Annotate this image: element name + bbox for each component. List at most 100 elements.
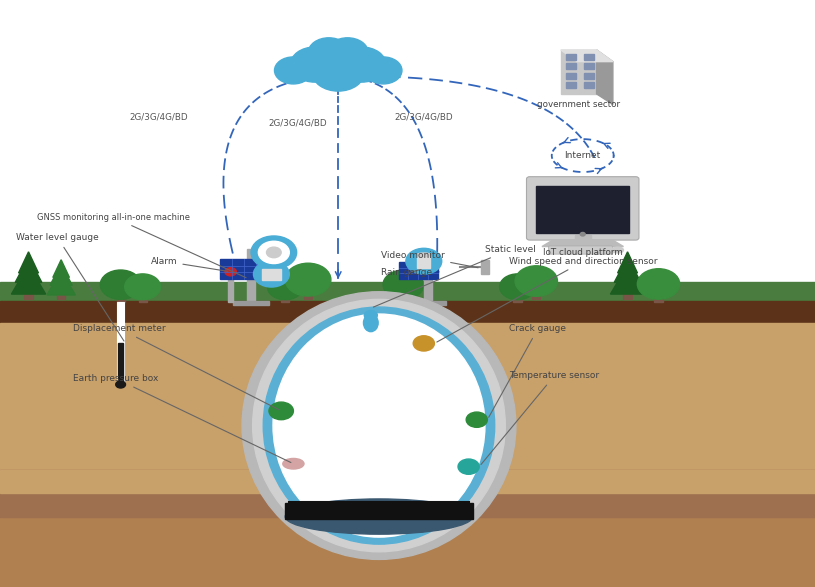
Bar: [654, 295, 663, 302]
Circle shape: [312, 53, 364, 91]
Bar: [584, 82, 594, 88]
Bar: [304, 291, 312, 299]
Bar: [623, 288, 632, 299]
Bar: [566, 73, 576, 79]
Text: Wind speed and direction sensor: Wind speed and direction sensor: [437, 257, 658, 342]
Bar: [285, 503, 473, 519]
Bar: [24, 288, 33, 299]
Bar: [0, 517, 815, 587]
Polygon shape: [19, 252, 38, 273]
Bar: [0, 470, 815, 517]
Text: Rain gauge: Rain gauge: [381, 268, 433, 278]
Text: Temperature sensor: Temperature sensor: [481, 371, 600, 464]
Text: government sector: government sector: [537, 100, 620, 109]
Text: Water level gauge: Water level gauge: [16, 233, 124, 341]
FancyBboxPatch shape: [548, 246, 613, 254]
Circle shape: [515, 266, 557, 296]
Bar: [233, 301, 269, 305]
Text: Displacement meter: Displacement meter: [73, 324, 279, 410]
Text: Earth pressure box: Earth pressure box: [73, 374, 291, 463]
Polygon shape: [15, 257, 42, 282]
Bar: [118, 343, 123, 384]
Circle shape: [500, 274, 535, 300]
Bar: [410, 301, 446, 305]
Text: 2G/3G/4G/BD: 2G/3G/4G/BD: [130, 113, 188, 122]
Circle shape: [125, 274, 161, 300]
Polygon shape: [615, 257, 641, 282]
Circle shape: [308, 38, 350, 68]
Bar: [57, 290, 65, 299]
Bar: [417, 255, 430, 268]
Circle shape: [413, 336, 434, 351]
Circle shape: [337, 47, 386, 82]
Bar: [399, 262, 438, 279]
Circle shape: [637, 269, 680, 299]
Polygon shape: [53, 260, 69, 278]
Bar: [532, 292, 540, 299]
Polygon shape: [610, 265, 645, 294]
Bar: [566, 54, 576, 60]
Circle shape: [116, 381, 126, 388]
Ellipse shape: [283, 458, 304, 469]
Text: Video monitor: Video monitor: [381, 251, 478, 268]
Bar: [584, 63, 594, 69]
Circle shape: [364, 311, 377, 320]
Bar: [481, 260, 489, 274]
Text: 2G/3G/4G/BD: 2G/3G/4G/BD: [268, 119, 327, 128]
Bar: [262, 269, 281, 280]
Bar: [536, 186, 629, 233]
Circle shape: [466, 412, 487, 427]
Polygon shape: [561, 50, 597, 94]
Ellipse shape: [263, 307, 495, 544]
Ellipse shape: [417, 253, 430, 257]
Bar: [117, 302, 124, 384]
Bar: [281, 296, 289, 302]
Polygon shape: [50, 264, 73, 285]
Circle shape: [364, 57, 402, 84]
Circle shape: [267, 247, 281, 258]
Ellipse shape: [242, 292, 516, 559]
Circle shape: [327, 38, 368, 68]
Polygon shape: [618, 252, 637, 273]
Bar: [0, 470, 815, 493]
Circle shape: [458, 459, 479, 474]
Polygon shape: [561, 50, 613, 62]
Bar: [584, 54, 594, 60]
Circle shape: [269, 402, 293, 420]
Text: 2G/3G/4G/BD: 2G/3G/4G/BD: [394, 113, 453, 122]
Circle shape: [267, 274, 303, 300]
Polygon shape: [11, 265, 46, 294]
Circle shape: [383, 270, 424, 299]
Bar: [228, 273, 233, 302]
Circle shape: [580, 232, 585, 236]
Polygon shape: [542, 241, 623, 247]
Text: Alarm: Alarm: [151, 257, 228, 271]
Bar: [0, 323, 815, 587]
Bar: [424, 255, 432, 302]
Ellipse shape: [363, 314, 378, 332]
Circle shape: [225, 268, 236, 276]
Circle shape: [100, 270, 141, 299]
Circle shape: [290, 47, 339, 82]
Text: Crack gauge: Crack gauge: [489, 324, 566, 417]
Circle shape: [251, 236, 297, 269]
Circle shape: [253, 261, 289, 287]
Polygon shape: [47, 271, 76, 295]
Bar: [575, 235, 591, 242]
Circle shape: [275, 57, 312, 84]
FancyBboxPatch shape: [526, 177, 639, 240]
Text: Static level: Static level: [373, 245, 535, 307]
Circle shape: [258, 241, 289, 264]
Bar: [139, 296, 147, 302]
Text: IoT cloud platform: IoT cloud platform: [543, 248, 623, 257]
Bar: [0, 0, 815, 285]
Bar: [220, 259, 267, 279]
Ellipse shape: [253, 299, 505, 552]
Ellipse shape: [285, 499, 473, 534]
Bar: [584, 73, 594, 79]
Polygon shape: [597, 50, 613, 104]
Bar: [566, 63, 576, 69]
Circle shape: [406, 248, 442, 274]
Bar: [399, 295, 408, 302]
Ellipse shape: [612, 247, 623, 253]
